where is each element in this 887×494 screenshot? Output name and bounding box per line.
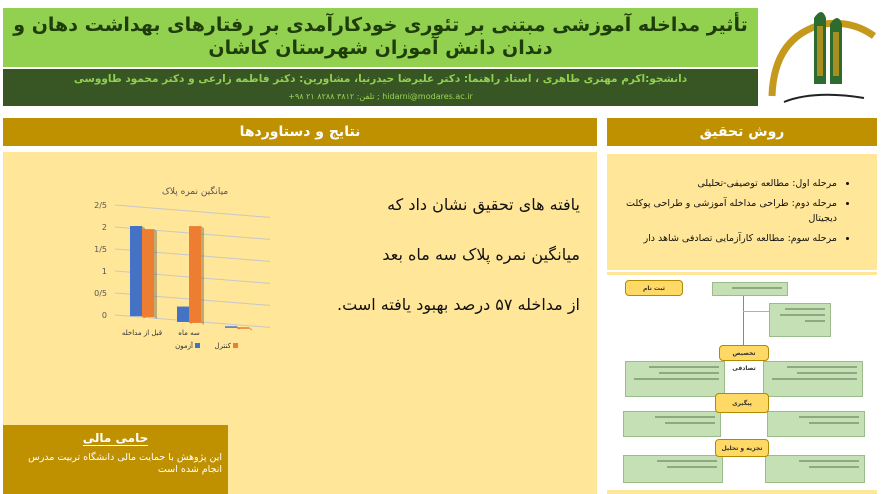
authors-bar: دانشجو:اکرم مهتری طاهری ، استاد راهنما: … (3, 69, 758, 106)
y-tick-label: 2/5 (94, 201, 107, 210)
legend-label: آزمون (175, 341, 194, 350)
finding-line: یافته های تحقیق نشان داد که (387, 195, 580, 214)
method-item: مرحله دوم: طراحی مداخله آموزشی و طراحی پ… (617, 196, 837, 226)
flow-stage-followup: پیگیری (715, 393, 769, 413)
legend-swatch (195, 343, 200, 348)
bar-control (189, 226, 201, 323)
method-item: مرحله سوم: مطالعه کارآزمایی تصادفی شاهد … (617, 231, 837, 246)
y-tick-label: 1 (102, 267, 107, 276)
sponsor-box: حامی مالی این پژوهش با حمایت مالی دانشگا… (3, 425, 228, 494)
contact-text: hidarni@modares.ac.ir ; تلفن: ۳۸۱۲ ۸۲۸۸ … (288, 92, 473, 101)
bar-test (225, 326, 237, 328)
bar-side (249, 327, 252, 331)
flow-stage-enrollment: ثبت نام (625, 280, 683, 296)
flow-box (623, 411, 721, 437)
x-category-label: سه ماه (178, 329, 200, 337)
bar-test (177, 306, 189, 322)
sponsor-heading: حامی مالی (82, 431, 149, 446)
flow-box (623, 455, 723, 483)
x-category-label: قبل از مداخله (122, 329, 162, 337)
method-heading: روش تحقیق (607, 118, 877, 146)
flow-box (625, 361, 725, 397)
y-tick-label: 0 (102, 311, 107, 320)
gridline (114, 204, 271, 218)
poster-title: تأثیر مداخله آموزشی مبتنی بر تئوری خودکا… (3, 8, 758, 67)
flow-box (765, 455, 865, 483)
flow-box (767, 411, 865, 437)
consort-flowchart: ثبت نام تخصیص تصادفی پیگیری تجزیه و تحلی… (607, 272, 877, 494)
bar-side (201, 226, 204, 325)
y-tick-label: 1/5 (94, 245, 107, 254)
y-tick-label: 2 (102, 223, 107, 232)
university-logo (768, 12, 877, 103)
bar-control (237, 327, 249, 329)
chart-title: میانگین نمره پلاک (162, 185, 229, 197)
bar-side (154, 229, 157, 320)
findings-text: یافته های تحقیق نشان داد که میانگین نمره… (300, 180, 580, 330)
legend-swatch (233, 343, 238, 348)
flow-stage-allocation: تخصیص تصادفی (719, 345, 769, 372)
flow-box (712, 282, 788, 296)
bar-test (130, 226, 142, 317)
flow-box (769, 303, 831, 337)
finding-line: میانگین نمره پلاک سه ماه بعد (382, 245, 580, 264)
y-tick-label: 0/5 (94, 289, 107, 298)
method-panel: مرحله اول: مطالعه توصیفی-تحلیلی مرحله دو… (607, 154, 877, 270)
flow-box (763, 361, 863, 397)
finding-line: از مداخله ۵۷ درصد بهبود یافته است. (337, 295, 580, 314)
bar-control (142, 229, 154, 318)
plaque-chart: میانگین نمره پلاک 0 0/5 1 1/5 2 2/5 قبل از مداخ… (94, 185, 271, 350)
results-heading: نتایج و دستاوردها (3, 118, 597, 146)
flow-stage-analysis: تجزیه و تحلیل (715, 439, 769, 457)
method-item: مرحله اول: مطالعه توصیفی-تحلیلی (617, 176, 837, 191)
authors-text: دانشجو:اکرم مهتری طاهری ، استاد راهنما: … (73, 73, 688, 85)
legend-label: کنترل (214, 342, 231, 350)
sponsor-text: این پژوهش با حمایت مالی دانشگاه تربیت مد… (28, 452, 222, 475)
